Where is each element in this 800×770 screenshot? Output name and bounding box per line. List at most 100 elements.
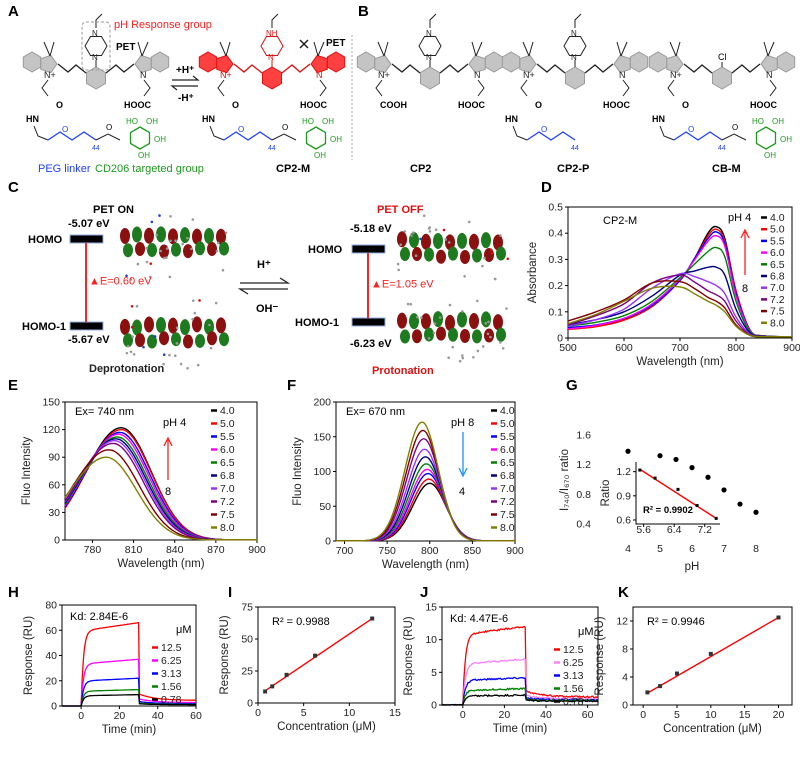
atom-dot [438, 316, 442, 319]
orbital-lobe [120, 227, 130, 244]
orbital-lobe [400, 329, 410, 344]
molecular-orbital-image [120, 214, 229, 281]
atom-dot [467, 220, 471, 224]
ethyl-group [574, 13, 582, 28]
atom-dot [149, 262, 153, 265]
data-point [708, 651, 713, 656]
y-tick-label: 75 [241, 602, 253, 614]
inset-data-point [653, 476, 657, 480]
y-tick-label: 60 [45, 625, 57, 637]
panel-label-h: H [8, 584, 19, 601]
carboxylic-acid-label: HOOC [124, 100, 152, 110]
atom-dot [129, 350, 133, 354]
orbital-lobe [144, 316, 154, 333]
legend-title: μM [578, 626, 594, 638]
atom-dot [486, 332, 490, 336]
legend-label: 8.0 [770, 317, 785, 329]
x-tick-label: 60 [190, 710, 202, 722]
data-point [776, 615, 781, 620]
y-tick-label: 0.9 [616, 490, 631, 502]
x-tick-label: 840 [166, 544, 184, 556]
orbital-lobe [132, 226, 142, 243]
atom-dot [451, 345, 455, 349]
chart-ratio-g: 4 5 6 7 8 0.4 0.8 1.2 1.6 pH I₇₄₀/I₆₇₀ ratio 5.6 6.4… [559, 429, 759, 573]
peg-chain [526, 131, 576, 141]
legend-label: 6.8 [500, 470, 515, 482]
peg-chain [673, 131, 723, 141]
orbital-lobe [204, 318, 214, 335]
carboxylic-acid-label: HOOC [300, 100, 328, 110]
legend-label: 7.0 [770, 282, 785, 294]
molecule-cp2p: N+ O HN O 44 N HOOC N N [501, 13, 649, 152]
legend-label: 7.2 [500, 496, 515, 508]
legend-label: 5.5 [500, 431, 515, 443]
x-axis-label: Wavelength (nm) [382, 559, 469, 571]
y-tick-label: 50 [319, 501, 331, 513]
atom-dot [216, 241, 220, 245]
y-tick-label: 150 [42, 397, 60, 409]
orbital-lobe [448, 327, 458, 342]
pet-on-label: PET ON [93, 204, 134, 216]
arrow-label-top: pH 4 [163, 417, 186, 429]
atom-dot [125, 274, 128, 278]
atom-dot [489, 335, 492, 339]
sensorgram-0.78 [442, 693, 599, 706]
orbital-lobe [493, 234, 503, 251]
cd206-group-label: CD206 targeted group [95, 163, 204, 175]
orbital-lobe [460, 249, 470, 264]
benzene-ring [629, 51, 649, 73]
hydroxyl-label: HO [752, 117, 764, 126]
molecular-orbital-image [120, 299, 229, 370]
atom-dot [196, 363, 200, 367]
atom-dot [175, 326, 179, 330]
inset-data-point [714, 516, 718, 520]
methyl-bond [767, 41, 775, 57]
piperazine-nitrogen-label: NH [266, 29, 278, 38]
chart-linear-k: 0 5 10 15 20 0 4 8 12 Concentration (μM) Response … [594, 606, 793, 735]
atom-dot [169, 239, 172, 243]
amide-label: HN [652, 114, 665, 124]
x-tick-label: 5 [657, 543, 663, 555]
atom-dot [448, 303, 452, 307]
plot-axes [635, 462, 720, 525]
atom-dot [162, 353, 166, 357]
fit-line [647, 616, 779, 694]
orbital-lobe [219, 332, 229, 347]
chart-spr-h: 0 20 40 60 0 20 40 60 80 Time (min) Response (RU) K… [23, 600, 202, 737]
orbital-lobe [481, 232, 491, 249]
alkyl-chain [319, 79, 327, 97]
y-tick-label: 1.2 [576, 459, 591, 471]
sensorgram-6.25 [62, 658, 196, 707]
benzene-ring [150, 51, 170, 73]
y-axis-label: Fluo Intensity [21, 437, 33, 506]
atom-dot [427, 227, 431, 230]
x-tick-label: 900 [506, 545, 524, 557]
atom-dot [215, 249, 219, 253]
x-tick-label: 40 [152, 710, 164, 722]
orbital-lobe [195, 241, 205, 256]
atom-dot [162, 362, 165, 366]
chart-annotation: CP2-M [603, 215, 637, 227]
y-tick-label: 0.8 [576, 489, 591, 501]
x-tick-label: 5.6 [636, 524, 651, 536]
legend-label: 3.13 [563, 670, 584, 682]
x-tick-label: 5 [674, 709, 680, 721]
atom-dot [125, 351, 129, 355]
alkyl-chain [375, 79, 383, 97]
benzene-ring [648, 51, 668, 73]
atom-dot [447, 241, 451, 244]
sensorgram-12.5 [62, 621, 196, 707]
series-line-ph-8.0 [64, 456, 257, 541]
x-tick-label: 20 [499, 709, 511, 721]
series-line-ph-7.2 [336, 438, 515, 542]
legend-label: 4.0 [770, 212, 785, 224]
orbital-lobe [397, 231, 407, 248]
orbital-lobe [484, 328, 494, 343]
deprotonation-label: -H⁺ [178, 93, 194, 104]
orbital-lobe [156, 317, 166, 334]
ph-response-group-label: pH Response group [114, 19, 212, 31]
y-tick-label: 4 [622, 672, 628, 684]
orbital-lobe [484, 247, 494, 262]
peg-chain [47, 131, 97, 141]
